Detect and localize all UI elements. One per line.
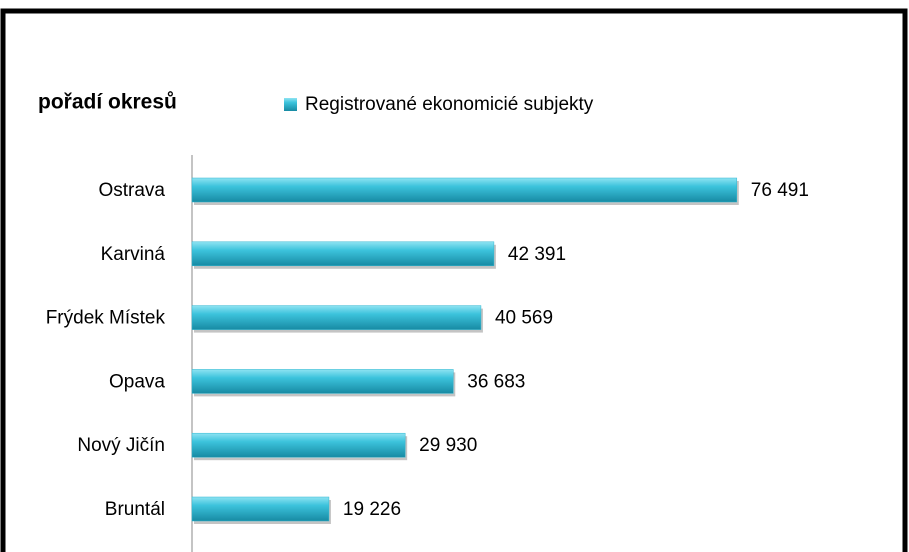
y-tick-label: Opava bbox=[109, 371, 165, 392]
y-tick-label: Karviná bbox=[101, 244, 166, 265]
data-label: 42 391 bbox=[508, 244, 566, 265]
legend-swatch bbox=[284, 98, 297, 111]
data-label: 76 491 bbox=[751, 180, 809, 201]
bar bbox=[191, 369, 454, 394]
data-label: 36 683 bbox=[467, 371, 525, 392]
bar bbox=[191, 177, 738, 203]
data-label: 19 226 bbox=[343, 499, 401, 520]
chart-title: pořadí okresů bbox=[38, 91, 177, 114]
y-tick-label: Ostrava bbox=[98, 180, 165, 201]
data-label: 40 569 bbox=[495, 308, 553, 329]
legend-label: Registrované ekonomicié subjekty bbox=[305, 94, 594, 115]
bar bbox=[191, 496, 330, 522]
y-tick-label: Bruntál bbox=[105, 499, 165, 520]
bar bbox=[191, 305, 482, 330]
bar bbox=[191, 432, 406, 458]
bar bbox=[191, 241, 495, 267]
y-tick-label: Frýdek Místek bbox=[46, 308, 166, 329]
data-label: 29 930 bbox=[419, 435, 477, 456]
y-tick-label: Nový Jičín bbox=[77, 435, 165, 456]
frame bbox=[0, 8, 908, 552]
